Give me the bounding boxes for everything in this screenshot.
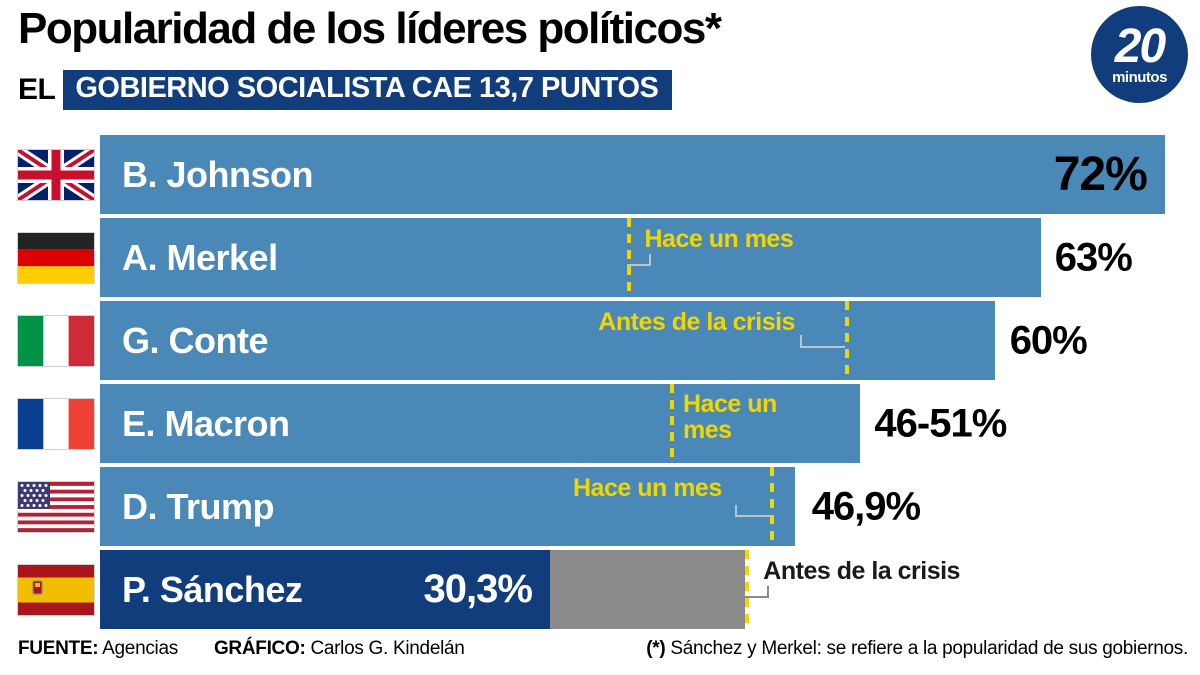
source-value: Agencias bbox=[102, 638, 178, 659]
leader-name: E. Macron bbox=[122, 402, 290, 444]
bar-row-johnson: B. Johnson 72% bbox=[0, 135, 1200, 214]
subtitle-prefix: EL bbox=[18, 73, 56, 106]
popularity-bar: E. Macron bbox=[100, 384, 861, 463]
flag-usa-icon bbox=[18, 481, 94, 532]
popularity-value: 46-51% bbox=[874, 401, 1007, 445]
bar-row-trump: D. Trump Hace un mes 46,9% bbox=[0, 467, 1200, 546]
previous-value-marker bbox=[744, 550, 749, 629]
annotation-label: Antes de la crisis bbox=[763, 557, 960, 585]
previous-popularity-bar bbox=[549, 550, 745, 629]
popularity-value: 63% bbox=[1054, 235, 1133, 279]
leader-name: B. Johnson bbox=[122, 153, 314, 195]
bar-track: B. Johnson 72% bbox=[100, 135, 1200, 214]
bar-track: G. Conte Antes de la crisis 60% bbox=[100, 301, 1200, 380]
footnote-text: Sánchez y Merkel: se refiere a la popula… bbox=[670, 638, 1188, 659]
graphic-credit: GRÁFICO: Carlos G. Kindelán bbox=[214, 638, 465, 660]
subtitle: EL GOBIERNO SOCIALISTA CAE 13,7 PUNTOS bbox=[18, 70, 673, 110]
bar-row-merkel: A. Merkel Hace un mes 63% bbox=[0, 218, 1200, 297]
leader-name: G. Conte bbox=[122, 319, 269, 361]
leader-name: D. Trump bbox=[122, 485, 275, 527]
bar-track: P. Sánchez 30,3% Antes de la crisis bbox=[100, 550, 1200, 629]
bar-row-sanchez: P. Sánchez 30,3% Antes de la crisis bbox=[0, 550, 1200, 629]
flag-france-icon bbox=[18, 398, 94, 449]
bar-track: E. Macron Hace un mes 46-51% bbox=[100, 384, 1200, 463]
bar-row-macron: E. Macron Hace un mes 46-51% bbox=[0, 384, 1200, 463]
source-credit: FUENTE: Agencias bbox=[18, 638, 178, 660]
leader-name: A. Merkel bbox=[122, 236, 278, 278]
credit-label: GRÁFICO: bbox=[213, 638, 306, 659]
source-label: FUENTE: bbox=[18, 638, 99, 659]
footnote-label: (*) bbox=[646, 638, 666, 659]
logo-number: 20 bbox=[1114, 20, 1166, 73]
flag-germany-icon bbox=[18, 232, 94, 283]
bar-row-conte: G. Conte Antes de la crisis 60% bbox=[0, 301, 1200, 380]
previous-value-marker bbox=[844, 301, 849, 380]
popularity-bar: G. Conte bbox=[100, 301, 996, 380]
footer: FUENTE: Agencias GRÁFICO: Carlos G. Kind… bbox=[18, 638, 1188, 660]
annotation-connector bbox=[744, 586, 769, 598]
popularity-bar: P. Sánchez 30,3% bbox=[100, 550, 550, 629]
popularity-value: 72% bbox=[1053, 148, 1148, 201]
page-title: Popularidad de los líderes políticos* bbox=[18, 4, 722, 53]
annotation-label: Antes de la crisis bbox=[598, 308, 795, 336]
footnote: (*) Sánchez y Merkel: se refiere a la po… bbox=[646, 638, 1188, 660]
annotation-label: Hace un mes bbox=[573, 474, 722, 502]
bar-chart: B. Johnson 72% A. Merkel Hace un mes 63% bbox=[0, 135, 1200, 633]
annotation-label: Hace un mes bbox=[683, 390, 777, 445]
credit-value: Carlos G. Kindelán bbox=[310, 638, 465, 659]
bar-track: A. Merkel Hace un mes 63% bbox=[100, 218, 1200, 297]
flag-united-kingdom-icon bbox=[18, 149, 94, 200]
leader-name: P. Sánchez bbox=[122, 568, 303, 610]
flag-spain-icon bbox=[18, 564, 94, 615]
annotation-connector bbox=[734, 505, 770, 517]
brand-logo-20minutos: 20 minutos bbox=[1091, 6, 1188, 103]
popularity-value: 30,3% bbox=[423, 567, 532, 611]
annotation-label: Hace un mes bbox=[644, 225, 794, 253]
logo-wordmark: minutos bbox=[1112, 69, 1167, 86]
previous-value-marker bbox=[626, 218, 631, 297]
flag-italy-icon bbox=[18, 315, 94, 366]
previous-value-marker bbox=[669, 384, 674, 463]
annotation-connector bbox=[626, 254, 651, 266]
previous-value-marker bbox=[769, 467, 774, 546]
popularity-bar: B. Johnson 72% bbox=[100, 135, 1165, 214]
bar-track: D. Trump Hace un mes 46,9% bbox=[100, 467, 1200, 546]
popularity-bar: D. Trump bbox=[100, 467, 796, 546]
popularity-value: 46,9% bbox=[811, 484, 921, 528]
annotation-connector bbox=[799, 335, 845, 348]
popularity-value: 60% bbox=[1009, 318, 1088, 362]
popularity-bar: A. Merkel bbox=[100, 218, 1041, 297]
subtitle-band: GOBIERNO SOCIALISTA CAE 13,7 PUNTOS bbox=[63, 70, 673, 110]
